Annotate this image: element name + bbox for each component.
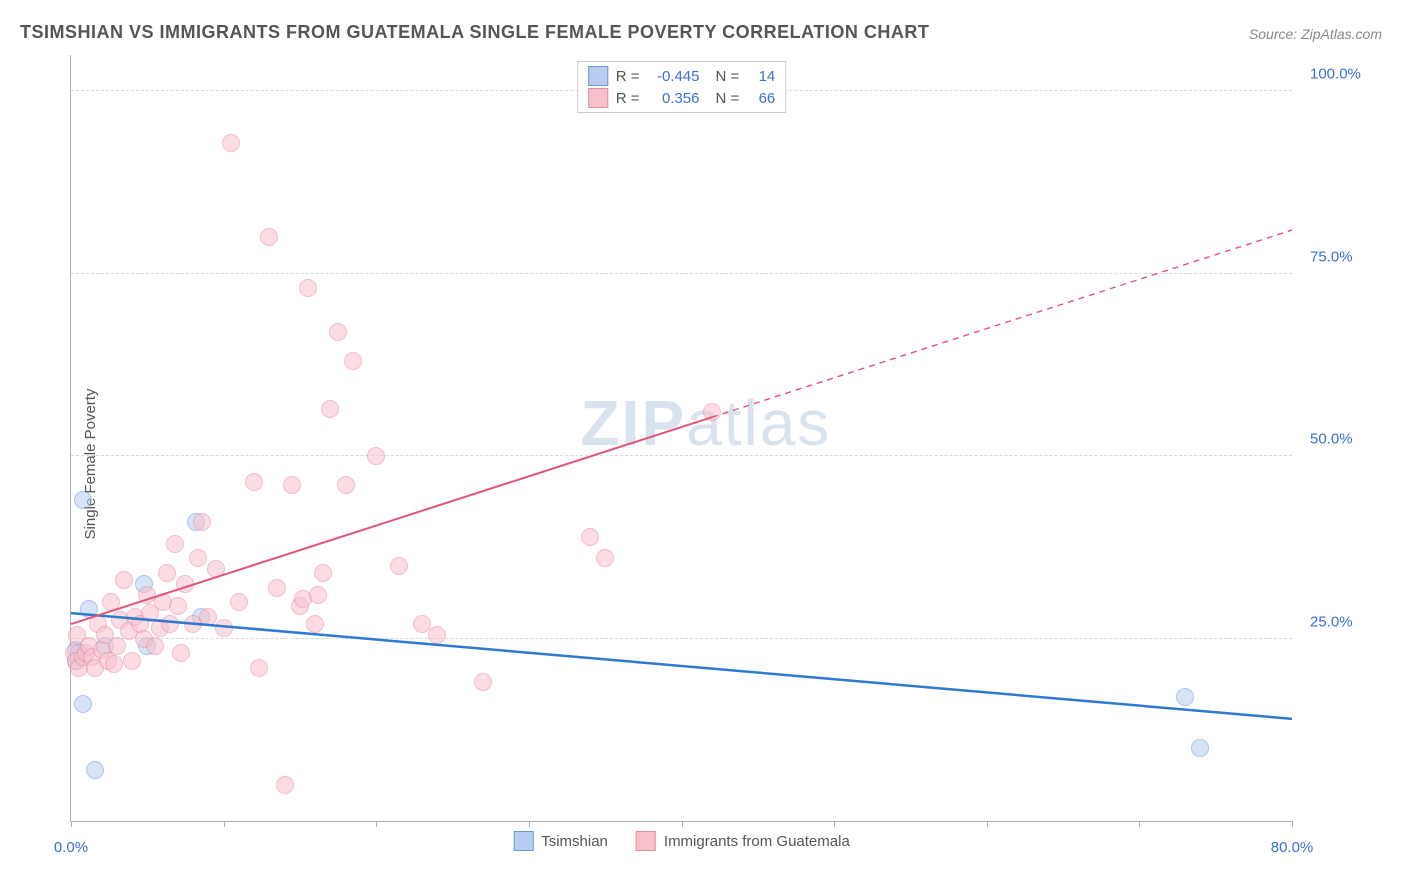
legend-item: Tsimshian — [513, 831, 608, 851]
r-value: -0.445 — [648, 68, 700, 85]
y-tick-label: 75.0% — [1310, 248, 1353, 265]
legend-swatch — [636, 831, 656, 851]
n-value: 14 — [747, 68, 775, 85]
n-value: 66 — [747, 90, 775, 107]
legend-label: Tsimshian — [541, 833, 608, 850]
x-tick-mark — [376, 821, 377, 827]
legend-row: R = 0.356 N = 66 — [588, 88, 776, 108]
x-tick-mark — [1139, 821, 1140, 827]
n-label: N = — [716, 90, 740, 107]
legend-label: Immigrants from Guatemala — [664, 833, 850, 850]
x-tick-mark — [71, 821, 72, 827]
x-tick-mark — [1292, 821, 1293, 827]
r-label: R = — [616, 90, 640, 107]
correlation-legend: R = -0.445 N = 14 R = 0.356 N = 66 — [577, 61, 787, 113]
legend-row: R = -0.445 N = 14 — [588, 66, 776, 86]
x-tick-mark — [834, 821, 835, 827]
x-tick-mark — [529, 821, 530, 827]
n-label: N = — [716, 68, 740, 85]
x-tick-mark — [987, 821, 988, 827]
series-legend: Tsimshian Immigrants from Guatemala — [513, 831, 850, 851]
legend-item: Immigrants from Guatemala — [636, 831, 850, 851]
x-tick-mark — [224, 821, 225, 827]
r-value: 0.356 — [648, 90, 700, 107]
x-tick-label: 0.0% — [54, 839, 88, 856]
y-tick-label: 50.0% — [1310, 431, 1353, 448]
y-tick-label: 100.0% — [1310, 66, 1361, 83]
x-tick-mark — [682, 821, 683, 827]
y-tick-label: 25.0% — [1310, 613, 1353, 630]
chart-title: TSIMSHIAN VS IMMIGRANTS FROM GUATEMALA S… — [20, 22, 929, 43]
x-tick-label: 80.0% — [1271, 839, 1314, 856]
trend-lines — [71, 55, 1292, 821]
plot-area: ZIPatlas R =-0.445N =14R =0.356N =66 Tsi… — [70, 55, 1292, 822]
chart-container: Single Female Poverty ZIPatlas R =-0.445… — [20, 55, 1382, 872]
legend-swatch — [513, 831, 533, 851]
legend-swatch — [588, 88, 608, 108]
legend-swatch — [588, 66, 608, 86]
r-label: R = — [616, 68, 640, 85]
source-attribution: Source: ZipAtlas.com — [1249, 26, 1382, 42]
